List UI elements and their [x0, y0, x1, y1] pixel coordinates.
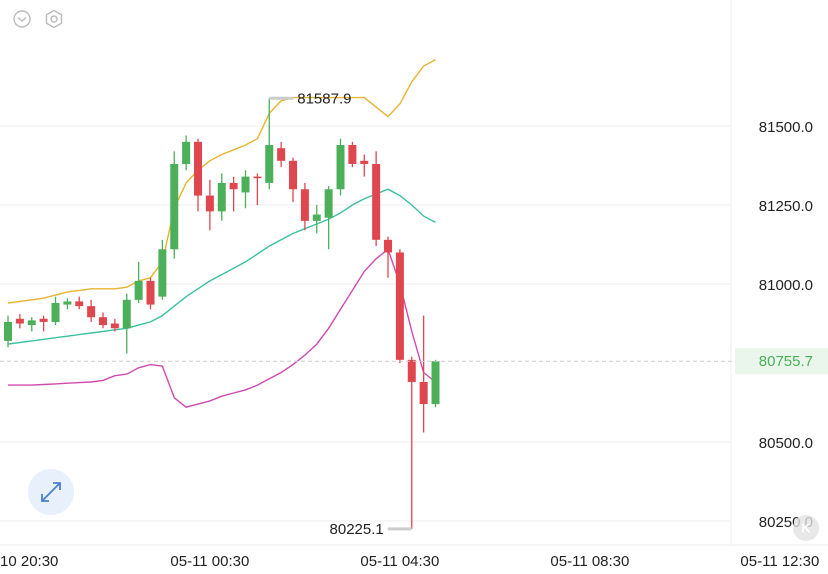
candle-body	[110, 323, 119, 329]
candle-body	[87, 306, 96, 318]
k-bg	[793, 515, 819, 541]
price-label: 80755.7	[759, 353, 813, 370]
candle-body	[395, 252, 404, 360]
candle-body	[372, 163, 381, 240]
k-button[interactable]: K	[793, 515, 819, 541]
candle-body	[75, 301, 84, 307]
y-tick-label: 81250.0	[759, 198, 813, 215]
candle-body	[39, 318, 48, 322]
candle-body	[241, 176, 250, 193]
candle-body	[122, 299, 131, 329]
x-tick-label: 05-11 08:30	[550, 553, 629, 570]
candle-body	[324, 189, 333, 218]
k-icon: K	[801, 520, 811, 535]
x-tick-label: 10 20:30	[0, 553, 58, 570]
candle-body	[277, 148, 286, 161]
candle-body	[300, 189, 309, 221]
candle-body	[170, 163, 179, 250]
x-tick-label: 05-11 00:30	[170, 553, 249, 570]
candle-body	[265, 145, 274, 183]
collapse-icon	[17, 16, 27, 22]
settings-icon	[50, 15, 58, 23]
candle-body	[205, 195, 214, 212]
plot: 81587.9 80225.1 80755.7	[0, 59, 828, 538]
band-upper	[7, 59, 436, 304]
candle-body	[348, 145, 357, 164]
candle-body	[4, 321, 13, 341]
candle-body	[312, 214, 321, 221]
candle-body	[360, 160, 369, 164]
x-tick-label: 05-11 12:30	[740, 553, 819, 570]
candle-body	[134, 280, 143, 300]
settings-button[interactable]	[45, 9, 63, 29]
y-tick-label: 80500.0	[759, 435, 813, 452]
candle-body	[182, 141, 191, 164]
candle-body	[146, 280, 155, 305]
high-label: 81587.9	[297, 90, 351, 107]
candle-body	[384, 239, 393, 253]
candle-body	[253, 176, 262, 179]
candle-body	[27, 320, 36, 326]
candle-body	[336, 145, 345, 190]
band-middle	[7, 188, 436, 345]
candle-body	[194, 141, 203, 196]
candle-body	[431, 361, 440, 405]
y-tick-label: 81000.0	[759, 277, 813, 294]
expand-button[interactable]	[28, 469, 74, 515]
candle-body	[99, 317, 108, 326]
candle-body	[407, 359, 416, 382]
candle-body	[229, 182, 238, 190]
toolbar	[13, 9, 63, 29]
candle-body	[158, 249, 167, 297]
x-tick-label: 05-11 04:30	[360, 553, 439, 570]
band-lower	[8, 248, 436, 408]
y-tick-label: 81500.0	[759, 119, 813, 136]
candle-body	[217, 182, 226, 212]
low-label: 80225.1	[330, 521, 384, 538]
candle-body	[51, 302, 60, 322]
price-tag	[735, 348, 828, 375]
candle-body	[419, 381, 428, 405]
candle-body	[15, 318, 24, 324]
candle-body	[289, 160, 298, 190]
expand-icon	[41, 482, 61, 502]
collapse-button[interactable]	[13, 10, 31, 28]
candle-body	[63, 301, 72, 305]
